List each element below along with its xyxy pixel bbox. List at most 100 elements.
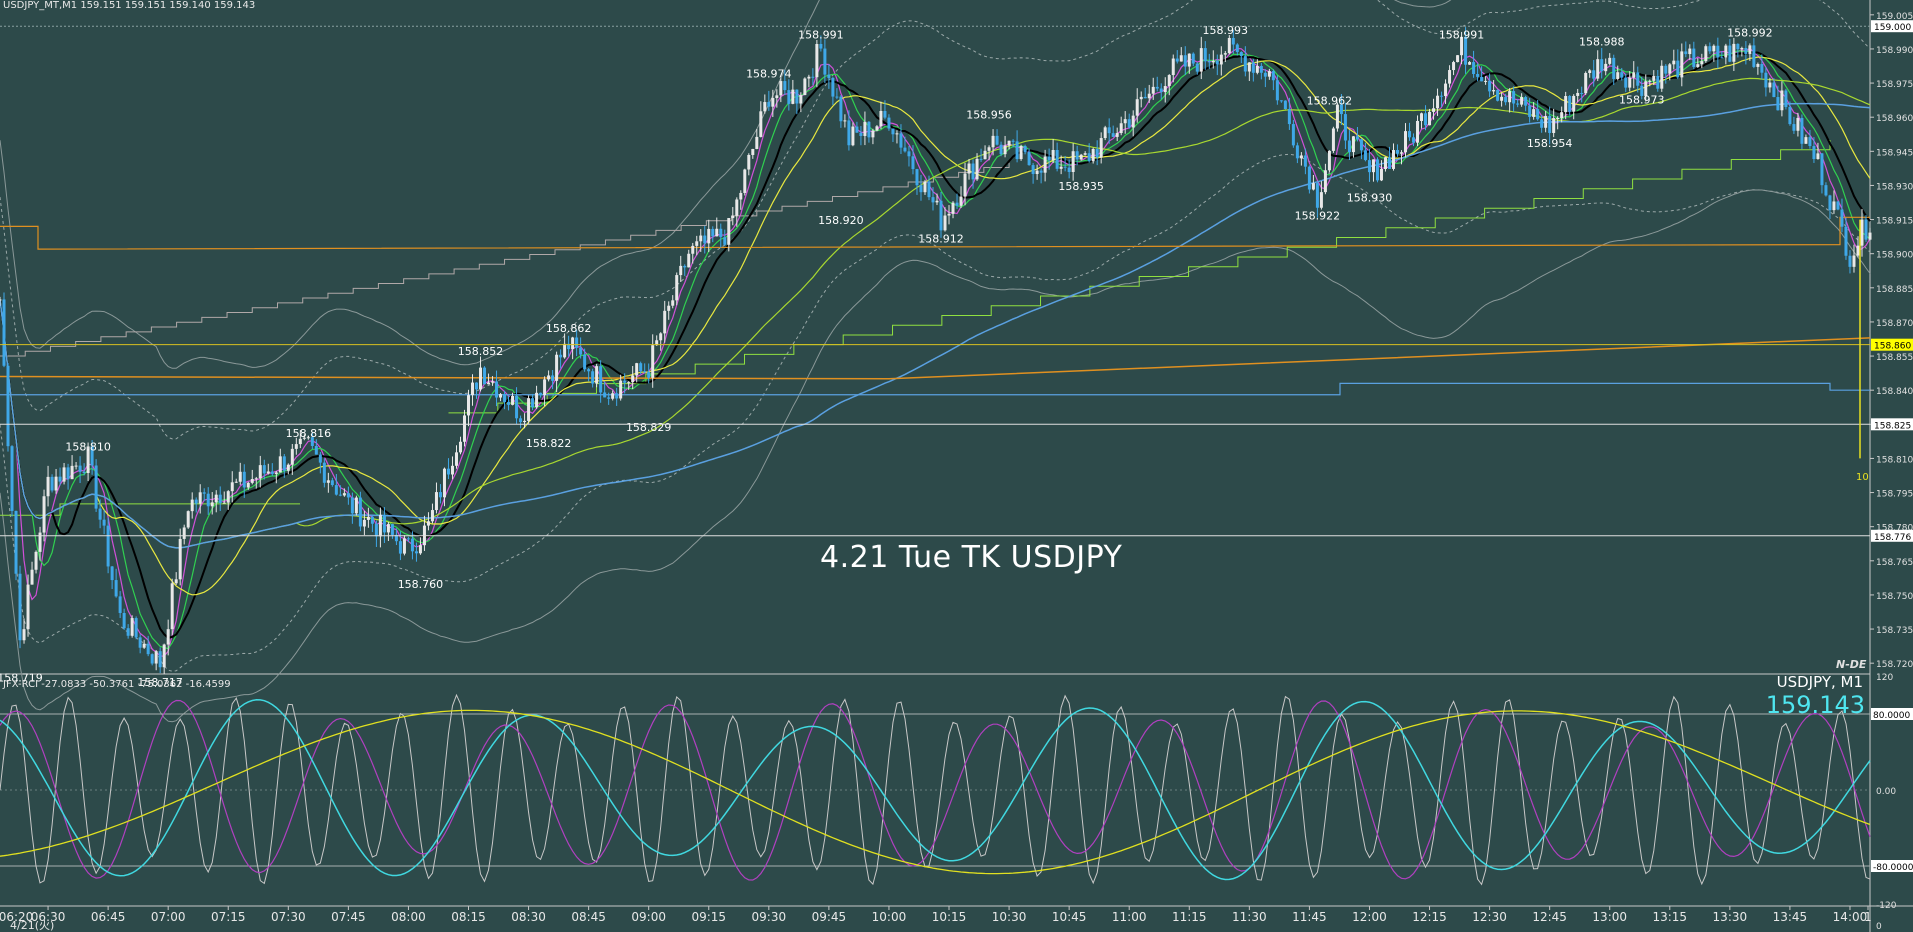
candle-body xyxy=(2,299,6,366)
candle-body xyxy=(827,74,831,78)
time-tick-label: 1 xyxy=(1864,910,1872,924)
candle-body xyxy=(1247,62,1251,72)
candle-body xyxy=(314,445,318,455)
candle-body xyxy=(819,43,823,49)
candle-body xyxy=(162,644,166,668)
candle-body xyxy=(154,651,158,664)
candle-body xyxy=(1271,71,1275,81)
price-tick-label: 158.870 xyxy=(1876,319,1913,329)
candle-body xyxy=(138,637,142,648)
candle-body xyxy=(1131,115,1135,128)
candle-body xyxy=(114,580,118,597)
candle-body xyxy=(1175,58,1179,62)
candle-body xyxy=(607,397,611,399)
candle-body xyxy=(1267,71,1271,77)
peak-label: 158.816 xyxy=(286,427,332,440)
candle-body xyxy=(1596,59,1600,79)
candle-body xyxy=(1103,127,1107,139)
candle-body xyxy=(1059,166,1063,169)
candle-body xyxy=(1023,145,1027,153)
candle-body xyxy=(767,102,771,107)
candle-body xyxy=(58,476,62,482)
candle-body xyxy=(1864,219,1868,240)
rci-subwindow: 120 80.0000 0.00 -80.0000 -120 0 xyxy=(0,673,1913,932)
candle-body xyxy=(1564,96,1568,113)
candle-body xyxy=(234,481,238,483)
candle-body xyxy=(987,147,991,151)
candle-body xyxy=(879,110,883,127)
candle-body xyxy=(174,579,178,584)
price-tick-label: 158.915 xyxy=(1876,217,1913,227)
candle-body xyxy=(74,465,78,467)
candle-body xyxy=(939,200,943,231)
candle-body xyxy=(1676,60,1680,78)
candle-body xyxy=(1548,115,1552,133)
candle-body xyxy=(887,117,891,129)
candle-body xyxy=(623,380,627,383)
time-tick-label: 08:45 xyxy=(571,910,606,924)
candle-body xyxy=(1464,36,1468,65)
time-tick-label: 10:00 xyxy=(872,910,907,924)
candle-body xyxy=(979,158,983,160)
candle-body xyxy=(1303,155,1307,167)
candle-body xyxy=(1812,146,1816,160)
candle-body xyxy=(1107,127,1111,134)
candle-body xyxy=(639,363,643,372)
time-tick-label: 13:30 xyxy=(1713,910,1748,924)
vertical-marker-label: 10 xyxy=(1856,472,1869,483)
candle-body xyxy=(567,343,571,350)
candle-body xyxy=(370,516,374,524)
candle-body xyxy=(1003,145,1007,155)
candle-body xyxy=(246,482,250,488)
horizontal-lines[interactable]: 10 xyxy=(0,25,1870,537)
candle-body xyxy=(951,202,955,214)
candle-body xyxy=(1079,154,1083,160)
time-tick-label: 13:45 xyxy=(1773,910,1808,924)
peak-label: 158.852 xyxy=(458,345,504,358)
candle-body xyxy=(875,126,879,131)
candle-body xyxy=(1608,57,1612,64)
band-lower-2 xyxy=(0,189,1871,723)
candle-body xyxy=(1600,59,1604,72)
step-green-left xyxy=(0,503,300,516)
candle-body xyxy=(254,478,258,480)
candle-body xyxy=(1820,153,1824,186)
price-tag-low-bg xyxy=(1871,529,1913,542)
candle-body xyxy=(1043,156,1047,173)
candle-body xyxy=(787,90,791,104)
candle-body xyxy=(1171,58,1175,76)
candle-body xyxy=(1335,104,1339,129)
price-tick-label: 158.750 xyxy=(1876,592,1913,602)
candle-body xyxy=(823,48,827,75)
time-tick-label: 09:00 xyxy=(631,910,666,924)
candle-body xyxy=(659,333,663,341)
peak-label: 158.930 xyxy=(1347,191,1393,204)
candle-body xyxy=(1199,48,1203,72)
candle-body xyxy=(1724,45,1728,58)
candle-body xyxy=(18,573,22,641)
candle-body xyxy=(911,156,915,170)
candle-body xyxy=(963,173,967,197)
candle-body xyxy=(919,185,923,193)
candle-body xyxy=(807,76,811,79)
candle-body xyxy=(1055,150,1059,169)
candle-body xyxy=(1444,83,1448,97)
candle-body xyxy=(1620,72,1624,78)
candle-body xyxy=(414,551,418,554)
candle-body xyxy=(26,584,30,630)
candle-body xyxy=(362,519,366,527)
candle-body xyxy=(475,382,479,390)
candle-body xyxy=(687,253,691,268)
rci-axis-label: 120 xyxy=(1876,673,1893,683)
price-tick-label: 158.780 xyxy=(1876,524,1913,534)
peak-label: 158.988 xyxy=(1579,35,1625,48)
candle-body xyxy=(1307,166,1311,190)
candle-body xyxy=(378,514,382,537)
candle-body xyxy=(1187,53,1191,67)
candle-body xyxy=(739,192,743,200)
candle-body xyxy=(1143,96,1147,99)
time-tick-label: 11:30 xyxy=(1232,910,1267,924)
candle-body xyxy=(290,448,294,465)
candle-body xyxy=(1776,97,1780,111)
